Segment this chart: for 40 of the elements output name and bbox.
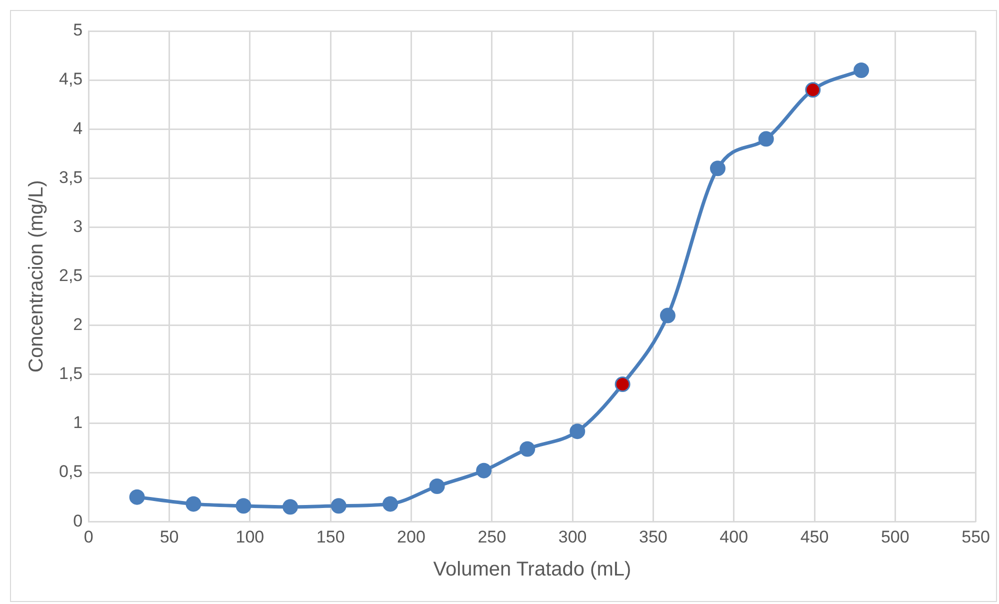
point <box>854 62 870 78</box>
point <box>429 478 445 494</box>
x-tick-label: 500 <box>880 527 910 546</box>
y-tick-label: 2 <box>73 315 83 334</box>
point <box>758 131 774 147</box>
y-tick-label: 4 <box>73 118 83 138</box>
y-tick-label: 2,5 <box>58 266 83 285</box>
y-tick-label: 3 <box>73 216 83 236</box>
x-tick-label: 400 <box>720 527 748 546</box>
y-tick-label: 5 <box>73 20 83 40</box>
x-tick-label: 450 <box>800 527 829 546</box>
x-tick-label: 200 <box>397 527 426 546</box>
y-tick-label: 1,5 <box>58 364 83 384</box>
point <box>520 441 536 457</box>
point <box>660 308 676 324</box>
y-tick-label: 3,5 <box>58 168 83 187</box>
x-tick-label: 550 <box>962 527 990 546</box>
x-tick-label: 350 <box>639 527 668 546</box>
point <box>129 489 145 505</box>
point <box>805 82 821 98</box>
y-axis-title: Concentracion (mg/L) <box>26 180 48 372</box>
x-axis-title: Volumen Tratado (mL) <box>433 558 632 581</box>
point <box>476 462 492 478</box>
y-tick-label: 0,5 <box>58 462 83 482</box>
y-tick-label: 1 <box>73 413 83 432</box>
point <box>710 160 726 176</box>
x-tick-label: 300 <box>558 527 587 546</box>
y-tick-label: 0 <box>73 511 83 530</box>
x-tick-label: 150 <box>316 527 345 546</box>
point <box>282 499 298 515</box>
x-tick-label: 100 <box>236 527 264 546</box>
point <box>570 424 586 440</box>
x-tick-label: 50 <box>160 527 179 546</box>
point <box>614 376 630 392</box>
y-tick-label: 4,5 <box>58 70 83 89</box>
point <box>382 496 398 512</box>
x-tick-label: 250 <box>478 527 506 546</box>
point <box>236 498 252 514</box>
point <box>186 496 202 512</box>
point <box>330 498 346 514</box>
